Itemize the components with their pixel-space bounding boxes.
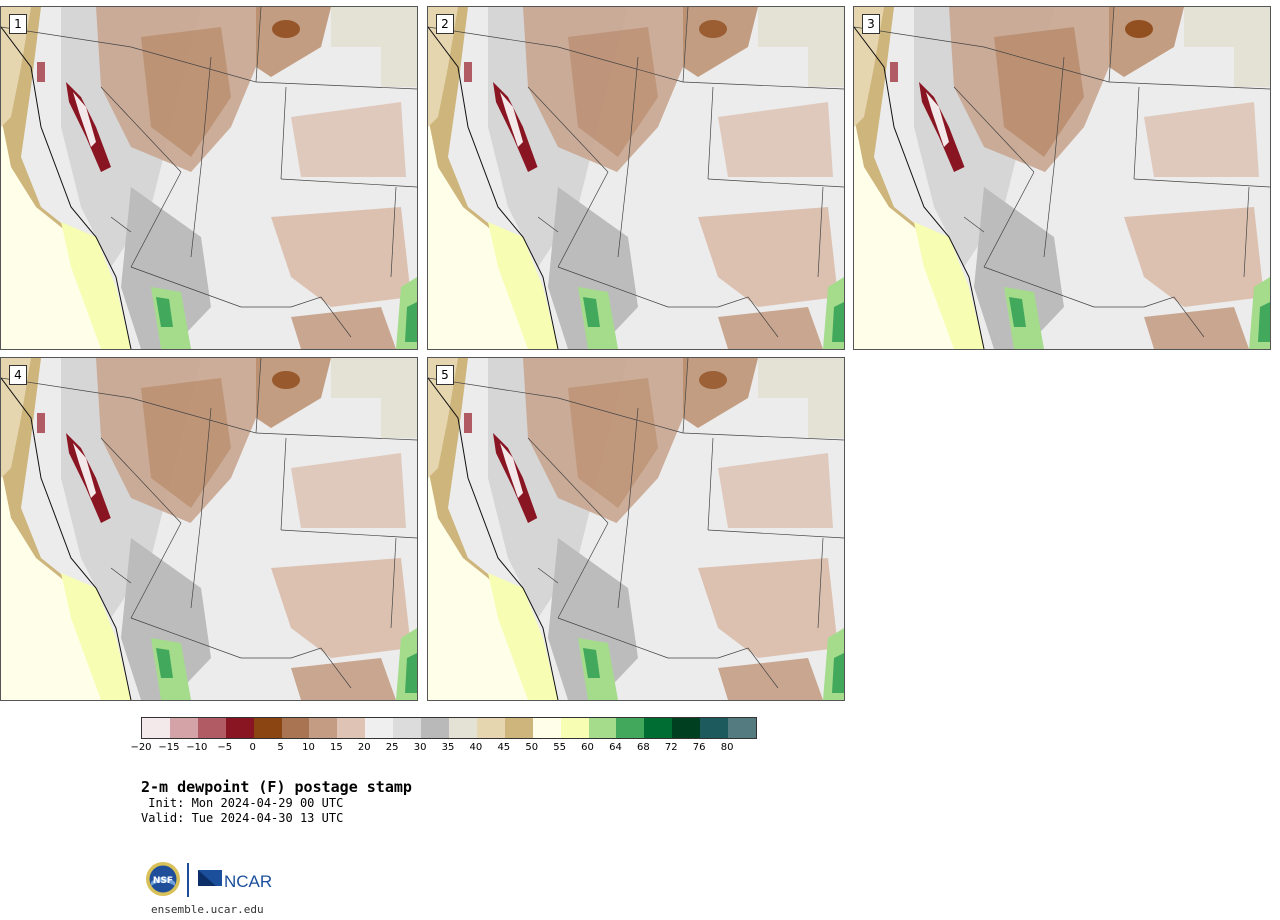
colorbar-tick-label: 64 (609, 742, 622, 753)
dewpoint-map (428, 358, 844, 700)
colorbar-swatch (197, 718, 226, 738)
colorbar-tick-label: 0 (249, 742, 256, 753)
colorbar-tick-label: 55 (553, 742, 566, 753)
colorbar-tick-label: 50 (525, 742, 539, 753)
colorbar-swatch (281, 718, 310, 738)
ncar-logo-icon: NCAR (198, 870, 272, 891)
colorbar-tick-label: 80 (720, 742, 734, 753)
dewpoint-colorbar (141, 717, 757, 739)
colorbar-tick-label: 15 (329, 742, 343, 753)
colorbar-tick-label: 45 (497, 742, 511, 753)
colorbar-swatch (672, 718, 701, 738)
colorbar-swatch (476, 718, 505, 738)
colorbar-swatch (169, 718, 198, 738)
colorbar-swatch (421, 718, 449, 738)
colorbar-tick-label: −15 (158, 742, 180, 753)
stamp-panel-3: 3 (853, 6, 1271, 350)
dewpoint-map (1, 358, 417, 700)
stamp-panel-4: 4 (0, 357, 418, 701)
colorbar-tick-label: 25 (385, 742, 399, 753)
colorbar-tick-label: 35 (441, 742, 455, 753)
colorbar-ticks: −20 −15 −10 −5 0 5 10 15 20 25 30 35 40 45 50 55 60 64 68 7… (130, 742, 755, 756)
colorbar-tick-label: 10 (302, 742, 315, 753)
colorbar-swatch (365, 718, 394, 738)
panel-number-label: 2 (436, 14, 454, 34)
stamp-panel-5: 5 (427, 357, 845, 701)
colorbar-tick-label: −10 (186, 742, 208, 753)
colorbar-swatch (644, 718, 673, 738)
nsf-logo-text: NSF (153, 876, 173, 886)
colorbar-tick-label: 20 (357, 742, 371, 753)
colorbar-swatch (253, 718, 282, 738)
colorbar-tick-label: 30 (413, 742, 427, 753)
colorbar-tick-label: 76 (692, 742, 706, 753)
colorbar-swatch (616, 718, 645, 738)
colorbar-tick-label: −5 (217, 742, 233, 753)
init-time: Init: Mon 2024-04-29 00 UTC (141, 796, 344, 810)
valid-time: Valid: Tue 2024-04-30 13 UTC (141, 811, 344, 825)
stamp-panel-1: 1 (0, 6, 418, 350)
panel-number-label: 1 (9, 14, 27, 34)
website-url: ensemble.ucar.edu (151, 903, 264, 916)
colorbar-swatch (532, 718, 561, 738)
colorbar-swatch (560, 718, 589, 738)
colorbar-tick-label: 68 (636, 742, 650, 753)
dewpoint-map (854, 7, 1270, 349)
colorbar-swatch (337, 718, 366, 738)
colorbar-swatch (142, 718, 170, 738)
dewpoint-map (428, 7, 844, 349)
chart-title: 2-m dewpoint (F) postage stamp (141, 778, 412, 796)
colorbar-swatch (728, 718, 756, 738)
panel-number-label: 3 (862, 14, 880, 34)
colorbar-swatch (700, 718, 729, 738)
colorbar-swatch (588, 718, 617, 738)
colorbar-tick-label: 72 (664, 742, 678, 753)
panel-number-label: 4 (9, 365, 27, 385)
colorbar-swatch (393, 718, 422, 738)
colorbar-tick-label: 60 (581, 742, 594, 753)
dewpoint-map (1, 7, 417, 349)
colorbar-swatch (225, 718, 254, 738)
logos: NSF NCAR (144, 860, 274, 900)
colorbar-tick-label: −20 (130, 742, 152, 753)
colorbar-swatch (504, 718, 533, 738)
colorbar-tick-label: 40 (469, 742, 483, 753)
ncar-logo-text: NCAR (224, 872, 272, 891)
colorbar-swatch (309, 718, 338, 738)
colorbar-swatch (448, 718, 477, 738)
nsf-logo-icon: NSF (146, 862, 180, 896)
stamp-panel-2: 2 (427, 6, 845, 350)
panel-number-label: 5 (436, 365, 454, 385)
colorbar-tick-label: 5 (277, 742, 284, 753)
